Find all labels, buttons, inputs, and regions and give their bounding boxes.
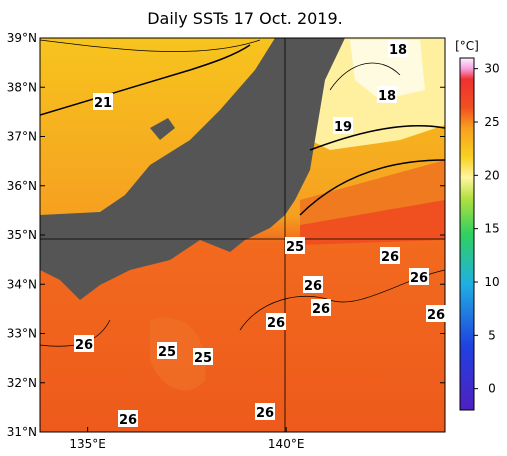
lat-label: 35°N [7,228,37,242]
contour-label-box [426,305,446,322]
lat-label: 38°N [7,80,37,94]
colorbar [459,57,475,411]
lon-label: 140°E [268,437,305,451]
contour-label: 18 [389,43,407,58]
colorbar-tick-label: 5 [488,328,496,342]
lat-label: 32°N [7,376,37,390]
contour-label-box [303,276,323,293]
contour-label-box [266,313,286,330]
contour-label-box [74,335,94,352]
contour-label: 26 [75,338,93,353]
contour-label-box [93,93,113,110]
land [40,38,345,300]
lat-label: 37°N [7,130,37,144]
contour-label: 26 [119,413,137,428]
contour-label-box [157,342,177,359]
contour-label: 25 [194,351,212,366]
lon-label: 135°E [69,437,106,451]
contour-label-box [333,117,353,134]
contour-label: 26 [312,302,330,317]
colorbar-tick-label: 30 [484,62,499,76]
contour-label-box [311,299,331,316]
colorbar-tick-label: 25 [484,115,499,129]
contour-label-box [193,348,213,365]
contour-label: 19 [334,120,352,135]
colorbar-tick-label: 10 [484,275,499,289]
contour-label: 26 [410,271,428,286]
contour-label-box [377,86,397,103]
contour-label: 26 [304,279,322,294]
contour-label-box [409,268,429,285]
lat-label: 33°N [7,327,37,341]
contour-label: 21 [94,96,112,111]
contour-label: 26 [427,308,445,323]
lat-label: 36°N [7,179,37,193]
colorbar-tick-label: 0 [488,382,496,396]
lat-label: 39°N [7,31,37,45]
contour-label: 26 [256,406,274,421]
contour-label: 25 [158,345,176,360]
colorbar-tick-label: 20 [484,168,499,182]
colorbar-unit: [°C] [455,39,479,53]
colorbar-tick-label: 15 [484,222,499,236]
contour-label: 26 [381,250,399,265]
contour-label-box [285,237,305,254]
contour-label-box [118,410,138,427]
title: Daily SSTs 17 Oct. 2019. [147,9,343,28]
contour-label: 18 [378,89,396,104]
contour-label-box [388,40,408,57]
contour-label: 26 [267,316,285,331]
contour-label-box [380,247,400,264]
lat-label: 31°N [7,425,37,439]
lat-label: 34°N [7,277,37,291]
contour-label: 25 [286,240,304,255]
contour-label-box [255,403,275,420]
sea-surface [40,38,445,432]
